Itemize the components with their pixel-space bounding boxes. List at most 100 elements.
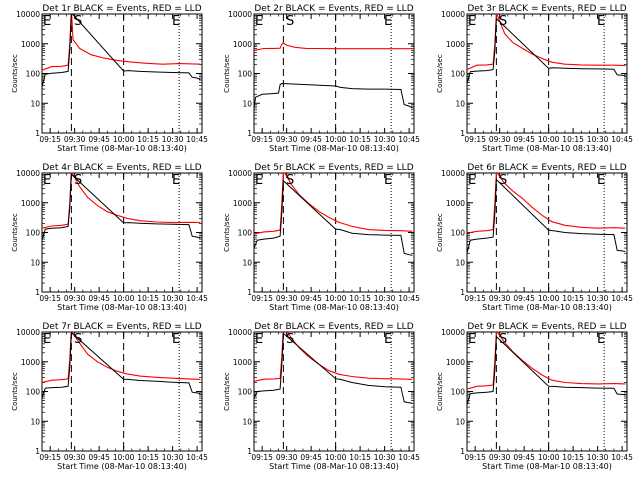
marker-e: E [468,173,476,188]
y-tick-label: 100 [451,70,466,79]
x-tick-label: 10:00 [113,453,135,462]
x-axis-label: Start Time (08-Mar-10 08:13:40) [482,303,612,312]
x-axis-label: Start Time (08-Mar-10 08:13:40) [57,303,187,312]
y-axis-label: Counts/sec [436,213,444,252]
panel-6: Det 6r BLACK = Events, RED = LLD 1 10 100 10… [436,163,633,312]
panel-2: Det 2r BLACK = Events, RED = LLD 1 10 100 10… [223,4,420,153]
series-events [254,332,413,404]
y-tick-label: 1 [460,288,465,297]
x-tick-label: 09:15 [251,453,273,462]
marker-e: E [468,14,476,29]
y-tick-label: 1000 [21,199,40,208]
x-tick-label: 10:00 [113,294,135,303]
y-tick-label: 10 [30,417,40,426]
y-tick-label: 10000 [228,10,252,19]
marker-e: E [597,332,605,347]
x-tick-label: 10:15 [349,453,371,462]
series-lld [254,332,413,382]
marker-e: E [172,173,180,188]
marker-s: S [74,173,82,188]
x-tick-label: 09:15 [39,294,61,303]
y-tick-label: 1000 [446,358,465,367]
x-tick-label: 09:45 [513,294,535,303]
x-tick-label: 09:15 [464,294,486,303]
y-axis-label: Counts/sec [436,372,444,411]
marker-s: S [499,173,507,188]
y-tick-label: 10 [455,99,465,108]
y-tick-label: 10 [30,258,40,267]
series-lld [42,173,201,229]
series-lld [42,14,201,71]
x-tick-label: 10:00 [325,135,347,144]
marker-e: E [468,332,476,347]
x-tick-label: 09:45 [300,453,322,462]
x-tick-label: 10:15 [349,294,371,303]
panel-title: Det 3r BLACK = Events, RED = LLD [467,4,626,14]
x-tick-label: 09:45 [513,135,535,144]
plot-frame [466,172,628,293]
plot-frame [41,13,203,134]
series-lld [467,332,626,390]
marker-e: E [384,173,392,188]
y-tick-label: 100 [238,388,253,397]
x-tick-label: 09:30 [276,453,298,462]
series-events [42,173,201,241]
x-tick-label: 09:30 [489,135,511,144]
x-tick-label: 09:45 [300,294,322,303]
x-axis-label: Start Time (08-Mar-10 08:13:40) [57,144,187,153]
y-tick-label: 100 [26,229,41,238]
x-tick-label: 09:45 [513,453,535,462]
y-tick-label: 1 [35,447,40,456]
y-tick-label: 1 [35,288,40,297]
marker-e: E [43,332,51,347]
panel-1: Det 1r BLACK = Events, RED = LLD 1 10 100 10… [11,4,208,153]
panel-title: Det 6r BLACK = Events, RED = LLD [467,163,626,173]
panel-title: Det 1r BLACK = Events, RED = LLD [42,4,201,14]
y-tick-label: 1 [247,447,252,456]
x-tick-label: 10:15 [137,294,159,303]
series-events [42,14,201,88]
x-tick-label: 09:15 [251,294,273,303]
x-tick-label: 10:00 [325,294,347,303]
marker-e: E [172,332,180,347]
y-tick-label: 1000 [21,40,40,49]
plot-frame [41,172,203,293]
series-events [467,335,626,406]
x-tick-label: 10:00 [538,294,560,303]
y-tick-label: 100 [451,229,466,238]
y-axis-label: Counts/sec [223,54,231,93]
x-tick-label: 09:15 [464,453,486,462]
y-tick-label: 100 [26,70,41,79]
y-tick-label: 100 [238,229,253,238]
x-tick-label: 10:30 [374,135,396,144]
y-tick-label: 10 [455,258,465,267]
x-tick-label: 10:15 [562,294,584,303]
x-tick-label: 10:00 [325,453,347,462]
x-tick-label: 10:45 [611,453,633,462]
x-tick-label: 09:45 [88,135,110,144]
x-tick-label: 09:30 [64,294,86,303]
y-tick-label: 1 [35,129,40,138]
y-tick-label: 100 [451,388,466,397]
plot-frame [41,331,203,452]
plot-frame [253,331,415,452]
marker-s: S [74,14,82,29]
x-tick-label: 10:00 [538,135,560,144]
y-tick-label: 10000 [441,169,465,178]
series-lld [467,173,626,234]
x-tick-label: 10:45 [611,294,633,303]
x-tick-label: 10:45 [186,294,208,303]
y-tick-label: 1000 [233,199,252,208]
x-tick-label: 10:45 [398,135,420,144]
y-axis-label: Counts/sec [436,54,444,93]
y-tick-label: 10 [455,417,465,426]
series-events [467,17,626,84]
x-tick-label: 10:15 [562,135,584,144]
y-tick-label: 1000 [446,199,465,208]
y-tick-label: 10 [242,417,252,426]
x-axis-label: Start Time (08-Mar-10 08:13:40) [269,303,399,312]
x-tick-label: 09:15 [39,135,61,144]
series-events [254,82,413,109]
y-tick-label: 100 [26,388,41,397]
